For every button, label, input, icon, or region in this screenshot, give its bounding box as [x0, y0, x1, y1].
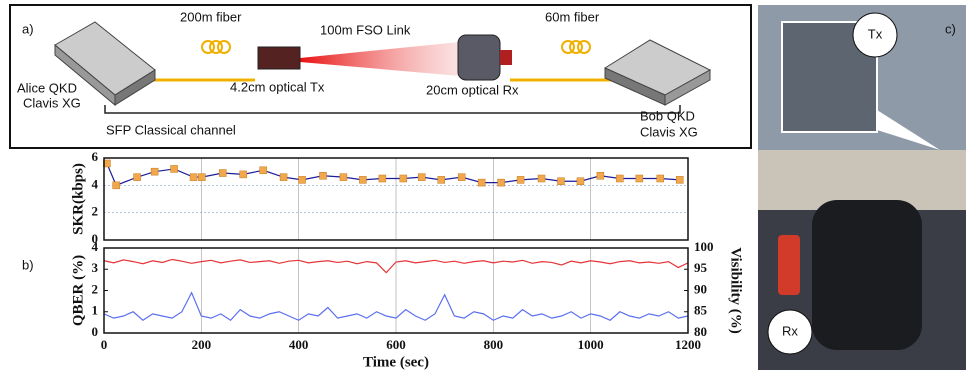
data-point [477, 178, 486, 187]
data-point [359, 176, 367, 184]
data-point [656, 174, 665, 183]
x-tick-label: 0 [101, 337, 108, 352]
y-tick-label: 2 [92, 204, 99, 219]
data-point [457, 173, 466, 181]
x-tick-label: 400 [289, 337, 309, 352]
y-axis-label: QBER (%) [70, 255, 86, 326]
x-tick-label: 200 [192, 337, 212, 352]
data-point [596, 172, 605, 180]
label: 100m FSO Link [320, 22, 411, 37]
classical-link [104, 105, 681, 114]
data-point [133, 173, 141, 181]
label: Alice QKD [17, 80, 77, 95]
y-tick-label: 4 [92, 239, 99, 254]
data-point [675, 176, 684, 184]
callout-bubble [767, 309, 813, 355]
data-point [170, 165, 178, 173]
y-tick-label: 1 [92, 303, 99, 318]
x-tick-label: 1200 [675, 337, 701, 352]
panel-label: c) [945, 21, 956, 36]
data-point [198, 173, 206, 181]
data-point [537, 174, 546, 183]
rx-telescope [457, 34, 501, 81]
data-point [616, 174, 624, 183]
data-point [557, 177, 565, 185]
data-point [437, 176, 446, 184]
y2-tick-label: 100 [694, 239, 714, 254]
y-tick-label: 0 [92, 231, 99, 246]
data-point [399, 174, 408, 183]
data-point [218, 169, 227, 177]
plot-frame [103, 157, 689, 241]
y-tick-label: 3 [92, 260, 99, 275]
y-axis-label: SKR(kbps) [70, 163, 86, 235]
callout [877, 110, 940, 150]
data-point [497, 178, 505, 187]
label: 60m fiber [545, 9, 600, 24]
rx-fiber-port [500, 50, 512, 65]
data-point [339, 173, 348, 181]
x-tick-label: 600 [386, 337, 406, 352]
photo-telescope [812, 200, 922, 350]
label: 20cm optical Rx [426, 82, 519, 97]
data-point [635, 174, 644, 183]
y2-tick-label: 80 [694, 324, 707, 339]
callout-bubble [852, 12, 898, 58]
y2-tick-label: 90 [694, 281, 707, 296]
panel-a: a) 200m fiber 100m FSO Link 60m fiber Al… [9, 4, 752, 149]
fso-beam [300, 42, 460, 76]
data-point [150, 167, 159, 176]
fiber-coil [201, 40, 591, 54]
data-line [103, 258, 689, 274]
x-tick-label: 800 [484, 337, 504, 352]
data-point [298, 176, 306, 184]
data-point [112, 181, 120, 190]
y-tick-label: 6 [92, 149, 99, 164]
tx-optic [257, 46, 301, 70]
y-tick-label: 0 [92, 324, 99, 339]
y-tick-label: 4 [92, 176, 99, 191]
panel-label: b) [22, 257, 34, 272]
panel-c: Tx Rx c) [758, 5, 966, 370]
data-point [418, 173, 426, 181]
data-point [516, 176, 525, 184]
label: 4.2cm optical Tx [230, 79, 325, 94]
label: Clavis XG [23, 95, 81, 110]
data-point [378, 174, 387, 183]
y-tick-label: 2 [92, 281, 99, 296]
data-point [189, 173, 198, 181]
data-line [103, 291, 689, 322]
alice-device-front [114, 69, 156, 106]
panel-label: a) [22, 21, 34, 36]
x-axis-label: Time (sec) [363, 354, 429, 370]
label: Rx [782, 323, 798, 338]
photo-device [778, 235, 800, 295]
y2-tick-label: 95 [694, 260, 708, 275]
data-point [239, 170, 247, 179]
data-point [279, 173, 288, 181]
data-point [319, 172, 327, 180]
y2-tick-label: 85 [694, 303, 708, 318]
plot-frame [103, 247, 689, 334]
bob-device-side [664, 69, 711, 106]
label: 200m fiber [180, 9, 242, 24]
label: Bob QKD [640, 108, 695, 123]
label: SFP Classical channel [106, 122, 236, 137]
label: Clavis XG [640, 124, 698, 139]
data-point [259, 166, 267, 175]
data-point [576, 177, 585, 185]
label: Tx [868, 26, 883, 41]
y2-axis-label: Visibility (%) [728, 247, 744, 334]
x-tick-label: 1000 [578, 337, 604, 352]
